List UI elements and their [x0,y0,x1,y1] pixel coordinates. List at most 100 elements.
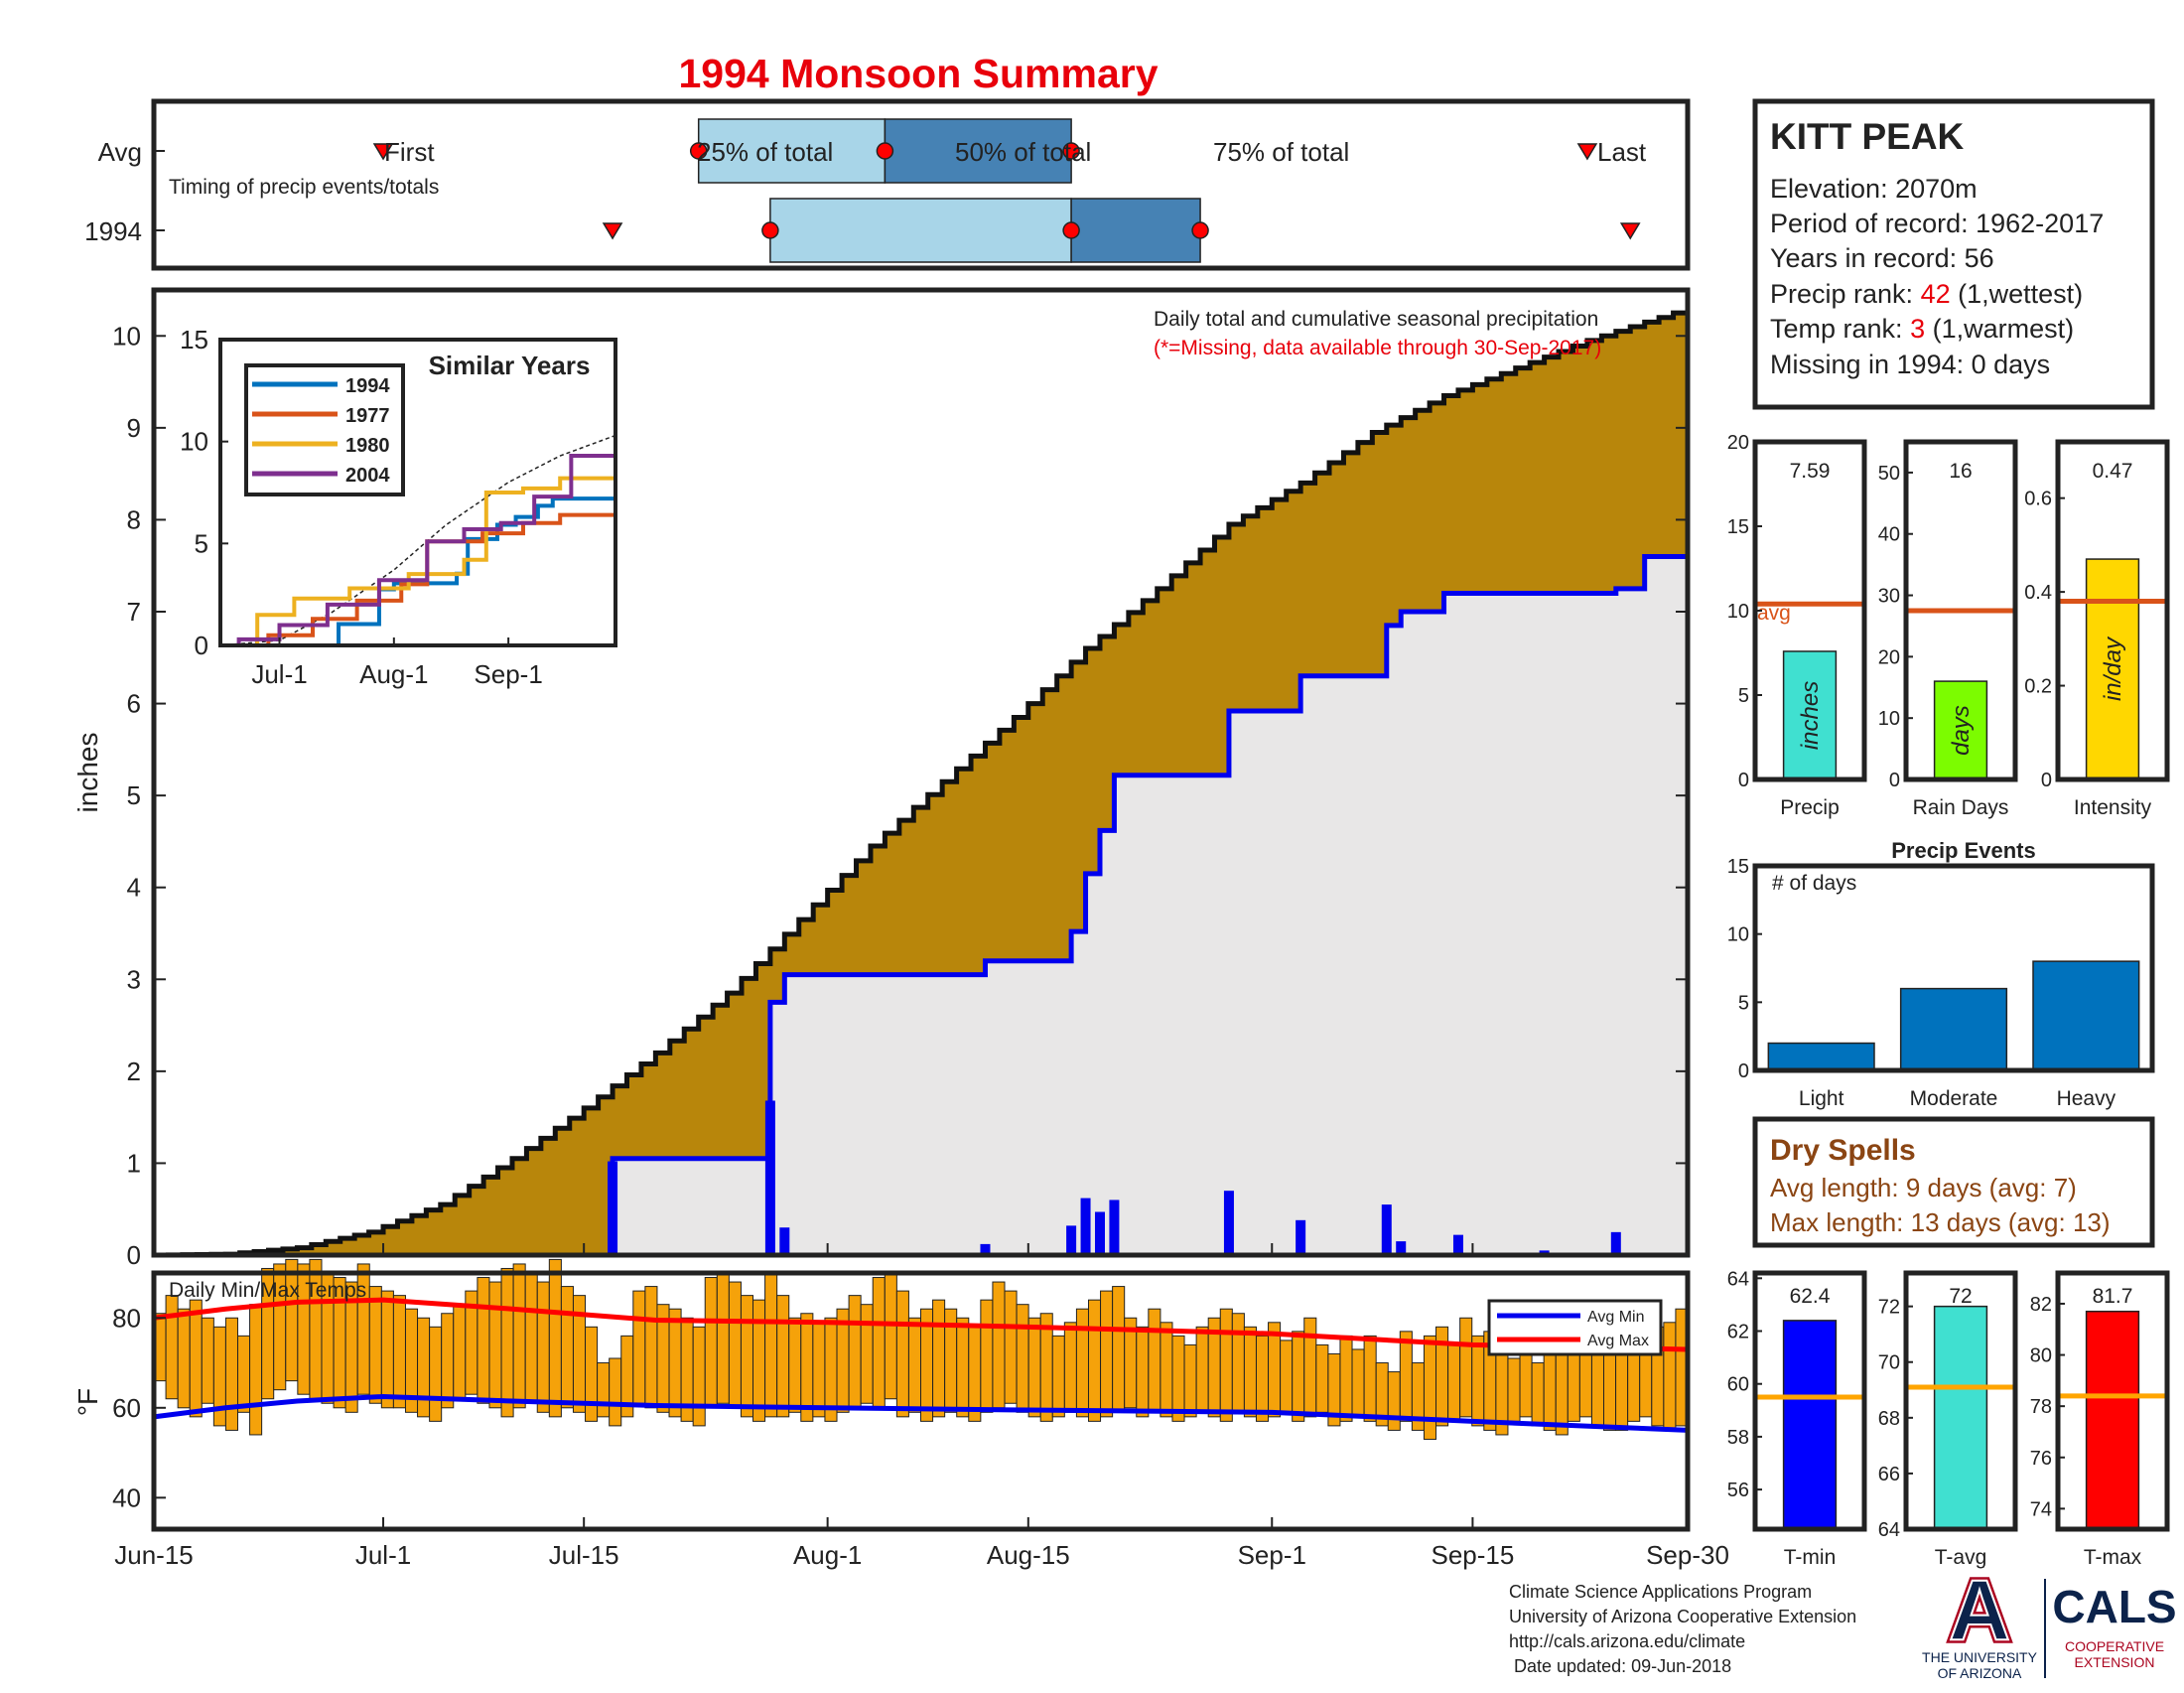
timing-year-first-half-box [769,198,1072,263]
raindays_bar-value-label: 16 [1949,460,1972,483]
temp-y-axis: 40 60 80 [112,1303,166,1512]
precip_bar-avg-label: avg [1757,602,1791,625]
daily-precip-bar [1094,1211,1105,1255]
date-x-tick-label: Aug-15 [987,1540,1070,1570]
date-x-axis: Jun-15 Jul-1 Jul-15 Aug-1 Aug-15 Sep-1 Sep-15 S… [114,1243,1729,1570]
cals-wordmark: CALS [2052,1581,2176,1632]
main-y-label: inches [72,733,103,813]
inset-y-tick-label: 5 [195,528,208,558]
avg-cumulative-line [154,308,1691,1258]
daily-temp-bar [848,1295,862,1409]
timing-year-second-half-box [1070,198,1201,263]
daily-temp-bar [1363,1335,1377,1422]
tmin_bar-value-label: 62.4 [1790,1285,1831,1308]
daily-temp-bar [716,1272,730,1404]
raindays_bar-y-tick-label: 40 [1878,524,1900,546]
daily-temp-bar [907,1317,921,1413]
figure-title: 1994 Monsoon Summary [678,51,1158,96]
tavg_bar-y-tick-label: 68 [1878,1408,1900,1430]
daily-temp-bar [644,1286,658,1409]
daily-temp-bar [249,1304,263,1436]
daily-precip-bar [608,1161,618,1255]
daily-temp-bar [764,1272,778,1418]
timing-year-75pct-marker [1191,221,1209,239]
tmax_bar-y-tick-label: 80 [2030,1345,2052,1367]
timing-avg-25pct-marker [689,142,708,160]
daily-temp-bar [860,1304,874,1404]
precip-events-y-tick-label: 0 [1738,1060,1749,1082]
tmin_bar-category-label: T-min [1784,1546,1837,1569]
intensity_bar-y-tick-label: 0.4 [2024,582,2052,604]
legend-label-1994: 1994 [345,375,390,397]
daily-temp-bar [392,1295,406,1409]
station-precip-rank: Precip rank: 42 (1,wettest) [1770,279,2083,309]
daily-temp-bar [512,1263,526,1409]
timing-note: Timing of precip events/totals [169,176,439,199]
daily-temp-bar [500,1267,514,1418]
daily-temp-bar [1183,1343,1197,1418]
tmin_bar-bar [1782,1320,1838,1530]
daily-precip-bar [1381,1204,1392,1255]
main-y-tick-label: 1 [127,1148,141,1178]
station-temp-rank: Temp rank: 3 (1,warmest) [1770,314,2074,344]
daily-temp-bar [488,1281,502,1409]
daily-temp-bar [453,1304,467,1400]
inset-y-tick-label: 15 [180,325,208,354]
daily-temp-bar [895,1290,909,1418]
daily-temp-bar [1459,1317,1473,1418]
daily-temp-bar [1423,1335,1437,1440]
intensity_bar-y-tick-label: 0.2 [2024,676,2052,698]
main-y-tick-label: 9 [127,413,141,443]
tmax_bar-y-tick-label: 76 [2030,1448,2052,1470]
daily-temp-bar [417,1317,431,1418]
tavg_bar-frame [1903,1270,2018,1532]
daily-temp-bar [609,1357,622,1427]
daily-temp-bar [1112,1286,1126,1413]
ua-block-a: A [1949,1563,2010,1658]
daily-temp-bar [285,1258,299,1382]
timing-75pct-label: 75% of total [1213,137,1349,167]
precip_bar-unit-label: inches [1797,681,1824,750]
tmin_bar-y-tick-label: 60 [1727,1374,1749,1396]
avg-min-line [153,1393,1689,1433]
daily-temp-bar [536,1281,550,1413]
inset-frame [218,338,617,647]
tavg_bar-bar [1933,1305,1988,1530]
tmax_bar-y-tick-label: 82 [2030,1294,2052,1316]
timing-avg-first-triangle [372,143,394,161]
daily-temp-bar [1315,1343,1329,1413]
daily-temp-bar [177,1308,191,1409]
inset-y-tick-label: 10 [180,427,208,457]
daily-temp-bar [752,1299,766,1422]
daily-temp-bar [1292,1331,1305,1422]
daily-temp-bar [477,1277,490,1404]
legend-label-2004: 2004 [345,465,390,487]
main-note-missing: (*=Missing, data available through 30-Se… [1154,337,1601,359]
daily-temp-bar [201,1317,214,1404]
daily-temp-bar [1004,1290,1018,1404]
inset-series-line-1980 [220,472,617,647]
precip_bar-y-tick-label: 0 [1738,770,1749,791]
timing-avg-last-triangle [1576,143,1598,161]
daily-temp-bar [380,1290,394,1409]
tmax_bar-y-tick-label: 78 [2030,1396,2052,1418]
main-precip-marks [154,308,1691,1258]
daily-precip-bar [1109,1199,1120,1255]
daily-temp-bar [1603,1343,1617,1431]
year-cumulative-line [154,553,1688,1258]
tavg_bar-y-tick-label: 72 [1878,1297,1900,1319]
timing-avg-first-half-box [697,118,887,184]
main-y-tick-label: 6 [127,689,141,719]
daily-temp-bar [932,1299,946,1418]
daily-temp-bar [1339,1335,1353,1422]
daily-temp-bar [1087,1299,1102,1422]
timing-year-25pct-marker [761,221,779,239]
daily-precip-bar [1610,1231,1621,1255]
daily-temp-bar [524,1272,538,1404]
date-x-tick-label: Jul-15 [549,1540,619,1570]
daily-temp-bar [1387,1371,1401,1431]
date-x-tick-label: Jun-15 [114,1540,194,1570]
